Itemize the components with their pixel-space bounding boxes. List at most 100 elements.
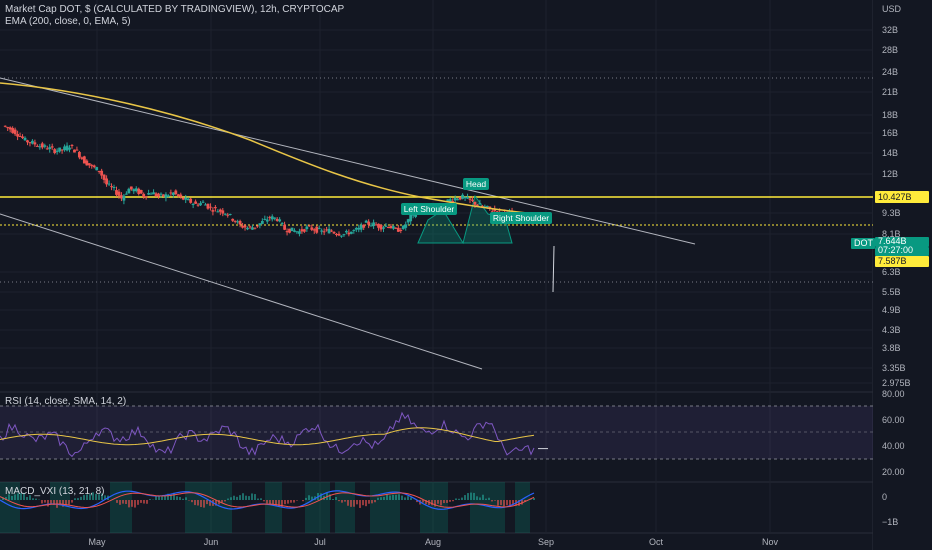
macd-legend-title[interactable]: MACD_VXI (13, 21, 8) — [5, 486, 105, 497]
price-tick: 32B — [882, 25, 898, 35]
candle-body — [221, 210, 225, 214]
candle-body — [194, 201, 197, 204]
rsi-tick: 60.00 — [882, 415, 905, 425]
main-legend-title[interactable]: Market Cap DOT, $ (CALCULATED BY TRADING… — [5, 4, 345, 15]
price-tick: 4.9B — [882, 305, 901, 315]
time-tick-oct: Oct — [649, 537, 664, 547]
candle-body — [92, 165, 96, 168]
candle-body — [16, 134, 19, 137]
countdown-badge: 07:27:00 — [878, 245, 913, 255]
candle-body — [268, 217, 272, 219]
candle-body — [409, 214, 413, 222]
candle-body — [265, 219, 269, 222]
time-axis[interactable]: May Jun Jul Aug Sep Oct Nov — [88, 537, 778, 547]
candle-body — [189, 198, 193, 203]
candle-body — [354, 228, 358, 230]
candle-body — [238, 220, 242, 225]
candle-body — [310, 227, 314, 230]
rsi-pane[interactable] — [0, 405, 873, 460]
candle-body — [396, 227, 400, 232]
candle-body — [164, 194, 168, 198]
candle-body — [152, 192, 155, 195]
candle-body — [117, 191, 121, 196]
candle-body — [369, 225, 373, 227]
macd-signal-zone — [515, 482, 530, 533]
candle-body — [391, 226, 395, 229]
candle-body — [248, 226, 252, 228]
macd-tick: −1B — [882, 517, 898, 527]
candle-body — [142, 193, 146, 197]
candle-body — [211, 210, 215, 212]
candle-body — [337, 233, 341, 236]
price-axis[interactable]: USD 32B 28B 24B 21B 18B 16B 14B 12B 9.3B 8.1B 6.3B 5… — [851, 0, 932, 550]
candle-body — [258, 223, 262, 226]
macd-pane[interactable] — [0, 482, 535, 533]
left-shoulder-label-bg — [401, 203, 457, 215]
rsi-line — [0, 411, 535, 458]
head-label: Head — [466, 179, 487, 189]
candle-body — [298, 231, 301, 234]
price-tick: 18B — [882, 110, 898, 120]
candle-body — [35, 145, 39, 147]
candle-body — [65, 145, 69, 151]
candle-body — [404, 224, 408, 228]
candle-body — [115, 190, 118, 195]
candle-body — [317, 228, 321, 230]
candle-body — [139, 190, 143, 194]
candle-body — [332, 231, 336, 234]
candle-body — [209, 206, 212, 208]
head-label-bg — [463, 178, 489, 190]
candle-body — [473, 201, 477, 205]
rsi-legend-title[interactable]: RSI (14, close, SMA, 14, 2) — [5, 396, 127, 407]
candle-body — [137, 188, 141, 194]
price-axis-bg — [873, 0, 932, 550]
candle-body — [478, 203, 482, 205]
candle-body — [134, 188, 138, 192]
time-tick-nov: Nov — [762, 537, 779, 547]
symbol-badge: DOT — [854, 238, 874, 248]
support-price-badge: 7.587B — [878, 256, 907, 266]
candle-body — [285, 231, 289, 233]
candle-body — [236, 221, 240, 223]
time-tick-jun: Jun — [204, 537, 219, 547]
candle-body — [8, 127, 12, 130]
candle-body — [73, 149, 76, 153]
candle-body — [325, 229, 329, 231]
candle-body — [70, 144, 74, 146]
rsi-tick: 40.00 — [882, 441, 905, 451]
candle-body — [315, 226, 319, 233]
candle-body — [480, 205, 484, 207]
candle-body — [283, 224, 286, 230]
candle-body — [171, 192, 175, 196]
candle-body — [38, 146, 42, 148]
candle-body — [382, 227, 385, 229]
resistance-price-badge-bg — [875, 191, 929, 203]
time-tick-aug: Aug — [425, 537, 441, 547]
candle-body — [33, 142, 37, 145]
candle-body — [260, 220, 264, 224]
candle-body — [288, 228, 291, 233]
candle-body — [327, 228, 331, 234]
candle-body — [290, 227, 294, 232]
candle-body — [493, 208, 497, 211]
resistance-price-badge: 10.427B — [878, 192, 912, 202]
macd-signal-zone — [50, 482, 70, 533]
ema-legend-title[interactable]: EMA (200, close, 0, EMA, 5) — [5, 16, 131, 27]
candle-body — [3, 125, 7, 127]
candle-body — [377, 223, 380, 228]
candle-body — [463, 197, 467, 199]
candle-body — [231, 218, 235, 221]
candle-body — [295, 231, 299, 233]
candle-body — [263, 218, 267, 220]
candle-body — [399, 229, 403, 231]
price-tick: 28B — [882, 45, 898, 55]
candle-body — [75, 149, 79, 151]
rsi-tick: 20.00 — [882, 467, 905, 477]
candle-body — [122, 195, 126, 201]
price-tick: 8.1B — [882, 229, 901, 239]
candle-body — [45, 148, 49, 150]
price-pane[interactable]: Head Left Shoulder Right Shoulder — [0, 77, 873, 370]
candle-body — [186, 198, 190, 201]
candle-body — [394, 227, 398, 229]
